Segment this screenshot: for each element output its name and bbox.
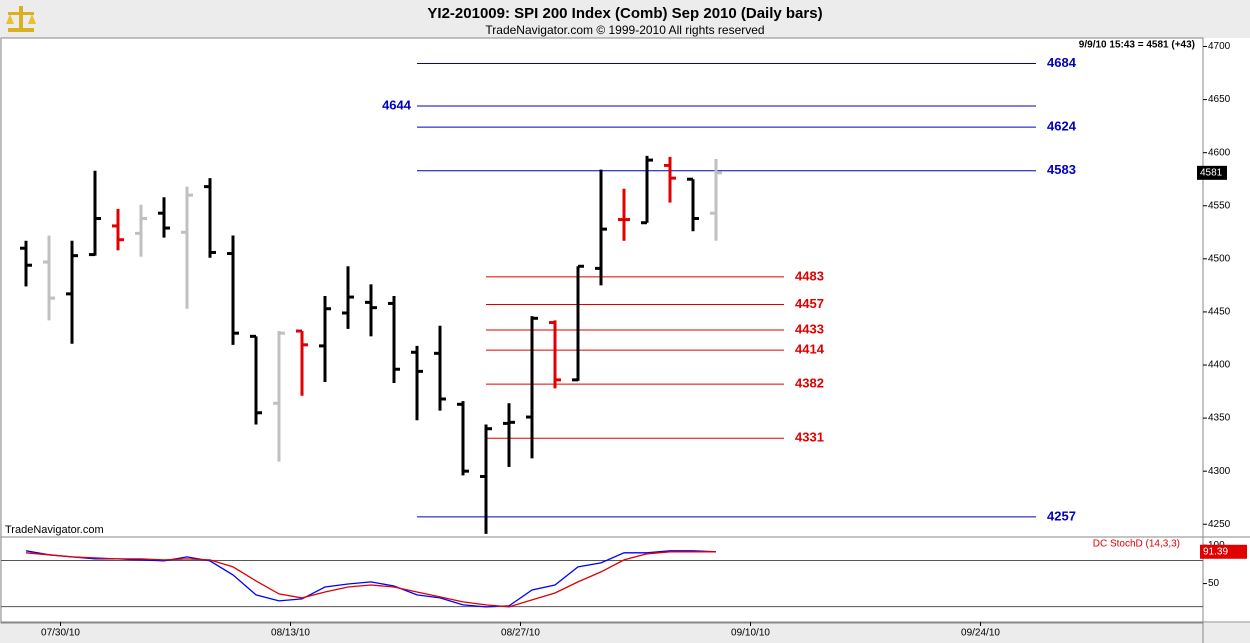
- level-label: 4583: [1047, 162, 1076, 177]
- y-tick-label: 4700: [1208, 41, 1231, 52]
- level-label: 4433: [795, 321, 824, 336]
- last-price-label: 4581: [1200, 167, 1223, 178]
- plot-area: [0, 37, 1204, 624]
- last-value-label: 91.39: [1203, 546, 1228, 557]
- level-label: 4331: [795, 430, 824, 445]
- y-tick-label: 4650: [1208, 94, 1231, 105]
- stoch-line: [25, 550, 717, 608]
- level-label: 4624: [1047, 119, 1077, 134]
- y-tick-label: 4400: [1208, 360, 1231, 371]
- level-label: 4382: [795, 376, 824, 391]
- level-label: 4414: [795, 342, 825, 357]
- y-tick-label: 4250: [1208, 519, 1231, 530]
- level-label: 4684: [1047, 55, 1077, 70]
- info-text: 9/9/10 15:43 = 4581 (+43): [1079, 40, 1195, 51]
- y-tick-label: 4350: [1208, 413, 1231, 424]
- axis-area: [1203, 38, 1250, 623]
- y-tick-label: 4300: [1208, 466, 1231, 477]
- y-tick-label: 4600: [1208, 147, 1231, 158]
- last-value-box: [1200, 544, 1247, 559]
- x-tick-label: 08/13/10: [271, 628, 310, 639]
- y-tick-label: 4550: [1208, 200, 1231, 211]
- chart-subtitle: TradeNavigator.com © 1999-2010 All right…: [485, 23, 764, 37]
- last-price-box: [1197, 165, 1227, 180]
- watermark: TradeNavigator.com: [5, 524, 104, 536]
- level-label: 4644: [382, 97, 412, 112]
- x-tick-label: 07/30/10: [41, 628, 80, 639]
- level-label: 4457: [795, 296, 824, 311]
- level-label: 4483: [795, 268, 824, 283]
- logo: [6, 6, 36, 32]
- stoch-line: [25, 551, 716, 608]
- y-tick-label: 4500: [1208, 253, 1231, 264]
- x-tick-label: 09/10/10: [731, 628, 770, 639]
- indicator-title: DC StochD (14,3,3): [1093, 539, 1180, 550]
- y-tick-label: 4450: [1208, 307, 1231, 318]
- x-tick-label: 08/27/10: [501, 628, 540, 639]
- level-label: 4257: [1047, 508, 1076, 523]
- chart-title: YI2-201009: SPI 200 Index (Comb) Sep 201…: [427, 5, 822, 22]
- x-tick-label: 09/24/10: [961, 628, 1000, 639]
- y-tick-label: 50: [1208, 578, 1220, 589]
